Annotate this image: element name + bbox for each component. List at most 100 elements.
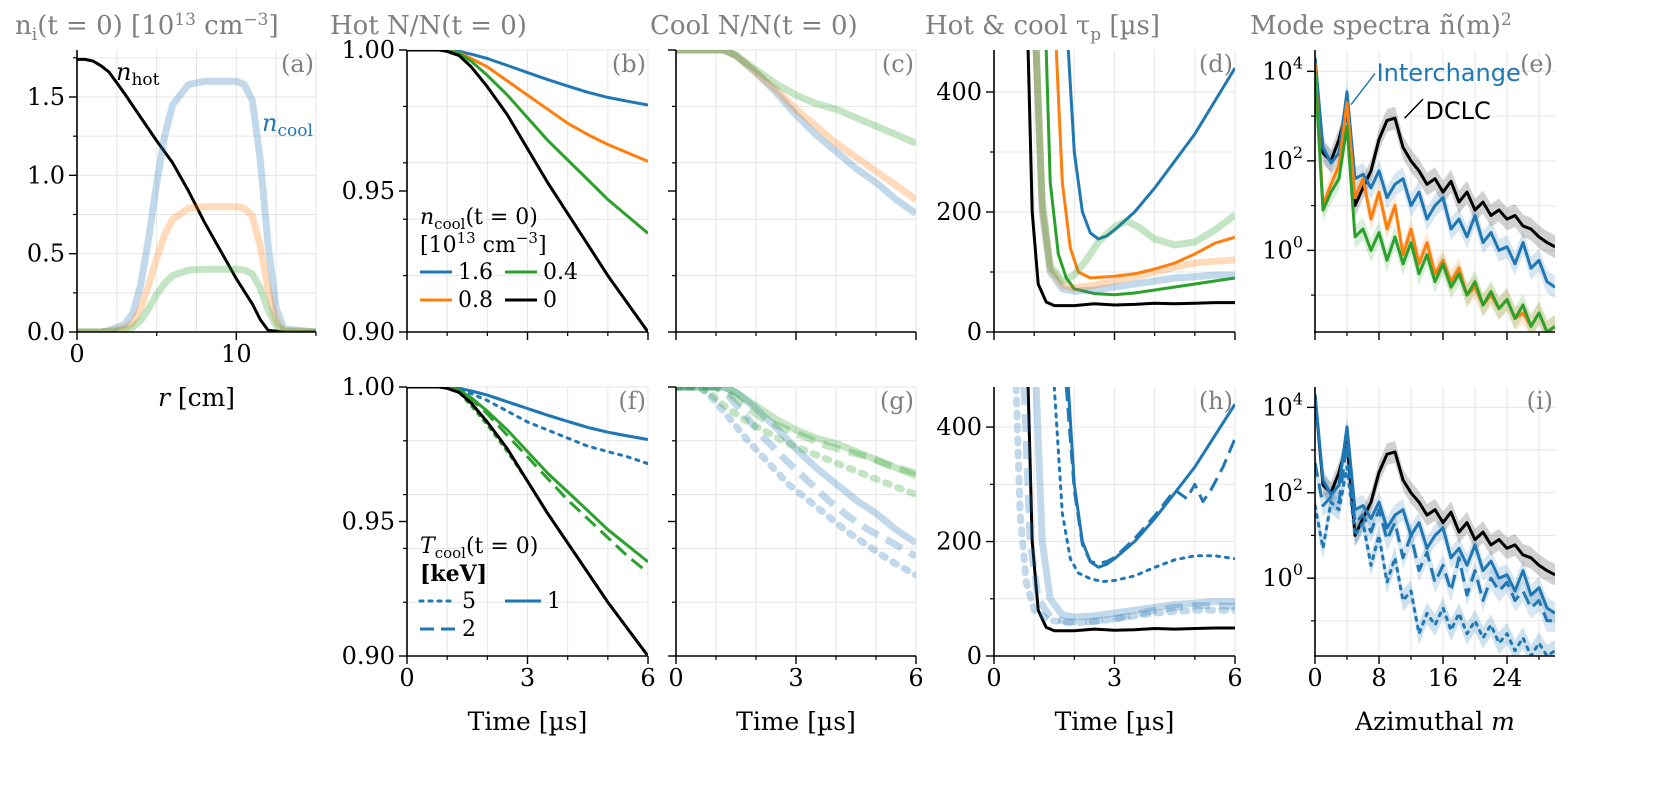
y-tick-label: 0.95: [342, 177, 395, 205]
panel-label: (g): [880, 387, 914, 415]
series-line-0-4: [1315, 71, 1555, 332]
panel-h: 0 3 6 0 200 400 (h) Time [µs]: [936, 387, 1243, 736]
panel-label: (h): [1199, 387, 1233, 415]
series-band-1-6: [1315, 50, 1555, 299]
annotation-n-hot: nhot: [116, 58, 160, 90]
x-tick-label: 6: [1227, 664, 1242, 692]
series-line-1-6-T-5: [676, 387, 916, 579]
x-axis-label: Time [µs]: [1055, 707, 1175, 736]
panel-c-title: Cool N/N(t = 0): [650, 11, 858, 41]
y-tick-label: 100: [1262, 560, 1303, 592]
series-band-1-6-T-2: [1315, 431, 1555, 632]
x-tick-label: 0: [69, 340, 84, 368]
y-tick-label: 1.00: [342, 373, 395, 401]
series-line-n_cool-0-8: [77, 203, 316, 332]
series-band-1-6-T-5: [1315, 456, 1555, 656]
x-tick-label: 3: [520, 664, 535, 692]
x-tick-label: 0: [1307, 664, 1322, 692]
annotation-leader-dclc: [1404, 98, 1424, 119]
y-tick-label: 400: [936, 413, 982, 441]
x-tick-label: 0: [668, 664, 683, 692]
panel-i: 0 8 16 24 100 102 104 (i) Azimuthal m: [1262, 387, 1555, 736]
y-tick-label: 400: [936, 78, 982, 106]
y-tick-label: 102: [1262, 143, 1303, 175]
series-line-0: [1315, 57, 1555, 249]
panel-label: (b): [612, 50, 646, 78]
series-line-1-6-T-1: [676, 387, 916, 546]
x-tick-label: 0: [399, 664, 414, 692]
x-tick-label: 8: [1371, 664, 1386, 692]
y-tick-label: 0.90: [342, 318, 395, 346]
y-tick-label: 200: [936, 198, 982, 226]
legend-entry-label: 0.4: [543, 260, 578, 285]
series-line-hot-0-4: [1044, 50, 1235, 297]
panel-f: 0 3 6 0.90 0.95 1.00 (f) Time [µs] Tcool(t = 0)[…: [342, 373, 656, 736]
x-axis-label: Time [µs]: [468, 707, 588, 736]
series-line-hot-1-6: [1066, 50, 1235, 241]
series-line-n_cool-0-4: [77, 265, 316, 332]
series-line-cool-1-6-T-1: [1032, 387, 1235, 621]
legend-entry-label: 0: [543, 288, 557, 313]
series-band-0: [1315, 50, 1555, 259]
series-line-hot-1-6-T-5: [1052, 387, 1235, 584]
series-line-0-8: [676, 50, 916, 203]
panel-d: 0 200 400 (d): [936, 50, 1236, 346]
y-tick-label: 1.0: [27, 161, 65, 189]
annotation-n-cool: ncool: [262, 109, 313, 141]
series-band-0: [1315, 387, 1555, 586]
y-tick-label: 0: [967, 642, 982, 670]
series-line-cool-1-6-T-5: [1012, 387, 1235, 627]
panel-label: (i): [1527, 387, 1553, 415]
series-line-cool-0-8: [1032, 50, 1235, 292]
panel-label: (e): [1520, 50, 1553, 78]
series-line-0: [1315, 394, 1555, 577]
series-line-0-4-T-5: [676, 387, 916, 499]
series-band-1-6-T-1: [1315, 387, 1555, 625]
series-line-cool-1-6-T-2: [1020, 387, 1235, 626]
annotation-leader-interchange: [1350, 72, 1376, 106]
legend-entry-label: 0.8: [458, 288, 493, 313]
y-tick-label: 104: [1262, 389, 1303, 421]
panel-b: 0.90 0.95 1.00 (b) ncool(t = 0)[1013 cm−3]1.…: [342, 36, 649, 346]
series-line-0: [407, 50, 648, 332]
panel-label: (f): [618, 387, 646, 415]
x-tick-label: 3: [788, 664, 803, 692]
series-line-hot-0-8: [1054, 50, 1235, 280]
panel-b-title: Hot N/N(t = 0): [330, 11, 527, 41]
panel-e: 100 102 104 (e)Interchange DCLC: [1262, 50, 1555, 340]
legend-title: Tcool(t = 0): [420, 534, 538, 562]
legend-entry-label: 1.6: [458, 260, 493, 285]
y-tick-label: 1.5: [27, 83, 65, 111]
y-tick-label: 104: [1262, 53, 1303, 85]
series-line-0-4: [676, 50, 916, 147]
series-line-0-4-T-2: [676, 387, 916, 477]
x-tick-label: 6: [640, 664, 655, 692]
series-line-cool-0-4: [1032, 50, 1235, 285]
legend-entry-label: 1: [547, 589, 561, 614]
series-line-hot-0: [1026, 50, 1235, 308]
legend-units: [keV]: [420, 561, 487, 587]
panel-c: (c): [668, 49, 917, 340]
x-tick-label: 0: [986, 664, 1001, 692]
series-line-1-6-T-5: [407, 387, 648, 466]
series-band-0-8: [1315, 52, 1555, 332]
series-line-1-6-T-2: [1315, 441, 1555, 623]
annotation-dclc: DCLC: [1425, 97, 1490, 125]
series-line-1-6: [676, 50, 916, 217]
series-line-hot-0: [1026, 387, 1235, 633]
panel-d-title: Hot & cool τp [µs]: [925, 11, 1160, 45]
x-axis-label: Time [µs]: [736, 707, 856, 736]
panel-label: (d): [1199, 50, 1233, 78]
series-line-1-6-T-5: [1315, 465, 1555, 656]
y-tick-label: 0.0: [27, 318, 65, 346]
series-line-n_hot: [77, 57, 316, 332]
panel-e-title: Mode spectra ñ(m)2: [1250, 10, 1512, 41]
x-tick-label: 16: [1428, 664, 1459, 692]
y-tick-label: 200: [936, 528, 982, 556]
x-tick-label: 10: [221, 340, 252, 368]
y-tick-label: 102: [1262, 475, 1303, 507]
x-axis-label: Azimuthal m: [1354, 707, 1515, 736]
x-tick-label: 6: [908, 664, 923, 692]
legend-units: [1013 cm−3]: [420, 229, 547, 258]
